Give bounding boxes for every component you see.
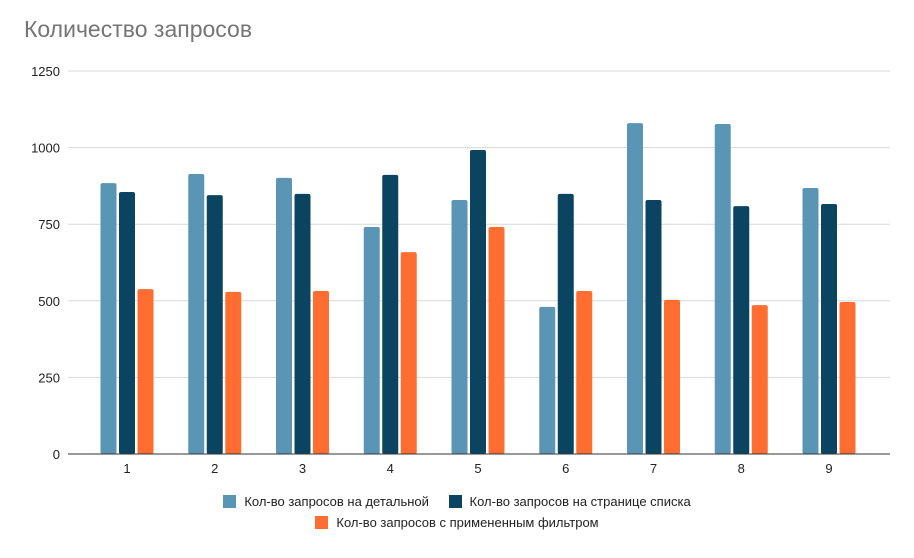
bar (576, 290, 593, 454)
y-tick-label: 250 (38, 370, 60, 385)
bar (294, 193, 311, 454)
y-tick-label: 0 (53, 447, 60, 462)
legend-item-filter: Кол-во запросов с примененным фильтром (315, 515, 599, 530)
legend-swatch (315, 516, 329, 529)
bar (645, 199, 662, 454)
bar (225, 291, 242, 454)
bar (363, 226, 380, 454)
legend-label: Кол-во запросов на странице списка (469, 494, 691, 509)
bar (451, 199, 468, 454)
bar (733, 206, 750, 454)
x-tick-label: 7 (650, 461, 657, 476)
y-tick-label: 1250 (31, 64, 60, 79)
bar (627, 123, 643, 454)
bar (664, 299, 680, 454)
x-tick-label: 1 (123, 461, 130, 476)
bar (557, 193, 574, 454)
x-tick-label: 2 (211, 461, 218, 476)
legend-row-1: Кол-во запросов на детальной Кол-во запр… (0, 494, 914, 511)
chart-title: Количество запросов (24, 16, 253, 42)
bar (539, 306, 556, 454)
x-tick-label: 9 (825, 461, 832, 476)
x-tick-label: 8 (738, 461, 745, 476)
legend-item-list: Кол-во запросов на странице списка (448, 494, 691, 509)
x-tick-label: 6 (562, 461, 569, 476)
y-tick-label: 750 (38, 217, 60, 232)
bar (839, 302, 856, 454)
x-tick-label: 4 (387, 461, 394, 476)
bar (137, 289, 154, 454)
legend-item-detail: Кол-во запросов на детальной (223, 494, 429, 509)
bar (206, 195, 223, 455)
bar (470, 150, 486, 454)
bar (100, 183, 117, 454)
y-tick-label: 500 (38, 294, 60, 309)
bar (313, 290, 329, 454)
bar (400, 252, 417, 454)
legend-label: Кол-во запросов с примененным фильтром (336, 515, 599, 530)
x-tick-label: 3 (299, 461, 306, 476)
bar (714, 124, 731, 454)
bar (382, 174, 399, 454)
bar (802, 188, 819, 454)
legend-label: Кол-во запросов на детальной (244, 494, 429, 509)
bar (488, 226, 505, 454)
legend-swatch (448, 495, 462, 508)
y-tick-label: 1000 (31, 141, 60, 156)
bar (188, 173, 205, 455)
bar (276, 177, 292, 454)
legend-row-2: Кол-во запросов с примененным фильтром (0, 515, 914, 532)
bar (821, 203, 837, 454)
bar (751, 305, 768, 454)
legend-swatch (223, 495, 237, 508)
bar (119, 192, 135, 454)
x-tick-label: 5 (474, 461, 481, 476)
